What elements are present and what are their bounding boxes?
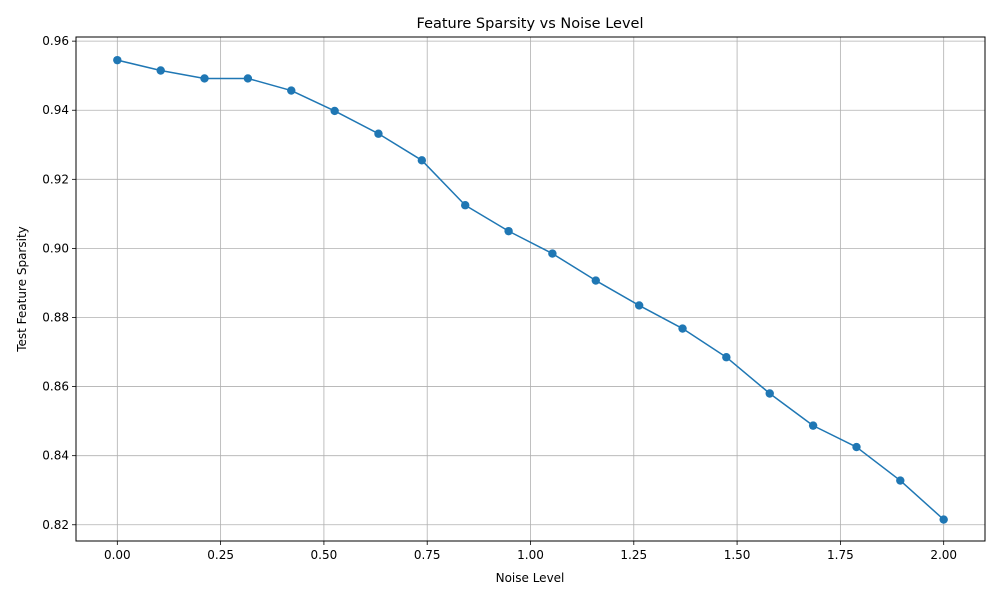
x-tick-label: 0.00: [104, 548, 131, 562]
grid-layer: [76, 37, 985, 541]
x-tick-label: 0.25: [207, 548, 234, 562]
data-point: [591, 276, 600, 285]
y-tick-label: 0.92: [42, 172, 69, 186]
data-point: [113, 55, 122, 65]
data-point: [461, 201, 470, 210]
data-point: [852, 442, 861, 452]
data-layer: [113, 55, 948, 524]
x-axis-label: Noise Level: [496, 571, 565, 585]
data-point: [200, 74, 209, 83]
data-point: [939, 515, 948, 524]
x-tick-label: 1.25: [620, 548, 647, 562]
y-tick-label: 0.82: [42, 518, 69, 532]
tick-layer: 0.00 0.25 0.50 0.75 1.00 1.25 1.50 1.75 2.00 0.82…: [42, 34, 957, 562]
x-tick-label: 1.50: [724, 548, 751, 562]
data-point: [808, 421, 818, 430]
data-point: [287, 86, 296, 95]
x-tick-label: 1.75: [827, 548, 854, 562]
y-tick-label: 0.88: [42, 310, 69, 324]
x-tick-label: 0.50: [311, 548, 338, 562]
x-tick-label: 0.75: [414, 548, 441, 562]
data-point: [548, 249, 557, 258]
x-tick-label: 1.00: [517, 548, 544, 562]
data-point: [765, 389, 774, 398]
data-point: [678, 324, 687, 333]
data-point: [374, 129, 383, 138]
x-tick-label: 2.00: [930, 548, 957, 562]
data-point: [634, 301, 644, 310]
chart-title: Feature Sparsity vs Noise Level: [417, 16, 644, 32]
data-point: [156, 66, 165, 75]
series-line: [117, 59, 945, 521]
data-point: [243, 74, 253, 83]
data-point: [330, 106, 339, 116]
data-point: [504, 226, 513, 236]
y-tick-label: 0.96: [42, 34, 69, 48]
y-axis-label: Test Feature Sparsity: [15, 226, 29, 353]
y-tick-label: 0.84: [42, 449, 69, 463]
y-tick-label: 0.94: [42, 103, 69, 117]
data-point: [722, 353, 731, 362]
y-tick-label: 0.86: [42, 380, 69, 394]
y-tick-label: 0.90: [42, 241, 69, 255]
data-point: [896, 476, 905, 485]
data-point: [417, 156, 427, 165]
